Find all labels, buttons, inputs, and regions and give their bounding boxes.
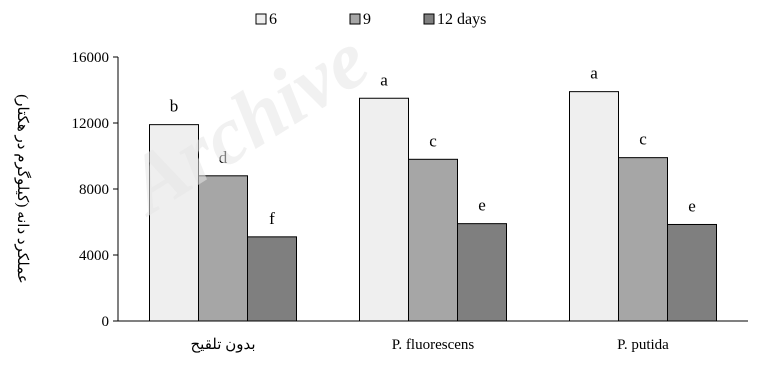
bar-1-1: [408, 158, 458, 322]
bar-0-2: [247, 236, 297, 322]
y-axis: 0 4000 8000 12000 16000: [72, 50, 119, 330]
bar-1-0: [359, 97, 409, 322]
y-tick-label-4000: 4000: [79, 248, 109, 264]
bars: b d f a c e a c e: [149, 64, 717, 322]
bar-label-0-0: b: [170, 97, 179, 116]
legend: 6 9 12 days: [255, 11, 486, 28]
category-label-2: P. putida: [617, 337, 669, 353]
bar-label-0-2: f: [269, 209, 275, 228]
legend-label-1: 9: [363, 11, 371, 28]
legend-label-0: 6: [269, 11, 277, 28]
bar-label-1-0: a: [380, 70, 388, 89]
bar-2-0: [569, 91, 619, 322]
bar-label-1-1: c: [429, 131, 437, 150]
x-axis: بدون تلقیح P. fluorescens P. putida: [118, 320, 748, 353]
bar-label-2-2: e: [688, 196, 696, 215]
category-label-1: P. fluorescens: [392, 337, 475, 353]
bar-label-0-1: d: [219, 148, 228, 167]
bar-1-2: [457, 223, 507, 322]
bar-label-1-2: e: [478, 196, 486, 215]
y-tick-label-16000: 16000: [72, 50, 110, 66]
y-tick-label-12000: 12000: [72, 116, 110, 132]
bar-2-2: [667, 223, 717, 322]
bar-label-2-1: c: [639, 130, 647, 149]
y-tick-label-8000: 8000: [79, 182, 109, 198]
bar-label-2-0: a: [590, 64, 598, 83]
bar-0-1: [198, 175, 248, 322]
legend-swatch-1: [349, 13, 361, 25]
bar-2-1: [618, 157, 668, 322]
legend-swatch-2: [423, 13, 435, 25]
y-tick-label-0: 0: [102, 314, 110, 330]
y-axis-label: عملکرد دانه (کیلوگرم در هکتار): [14, 94, 32, 283]
legend-swatch-0: [255, 13, 267, 25]
legend-label-2: 12 days: [437, 11, 486, 28]
category-label-0: بدون تلقیح: [191, 337, 256, 353]
